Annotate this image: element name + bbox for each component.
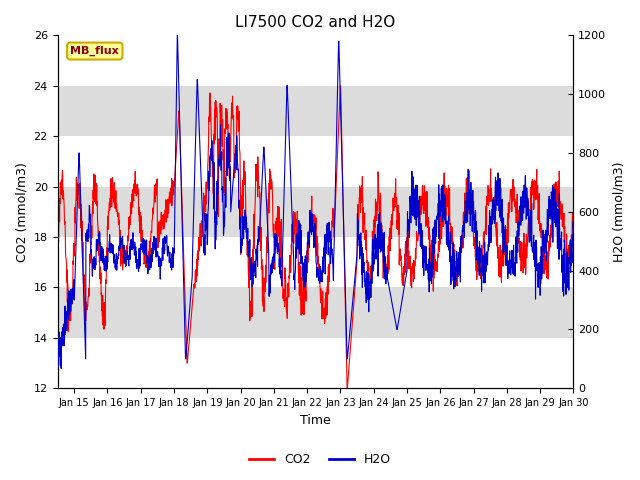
Bar	[58, 237, 573, 288]
Bar	[58, 187, 573, 237]
Title: LI7500 CO2 and H2O: LI7500 CO2 and H2O	[236, 15, 396, 30]
Bar	[58, 36, 573, 86]
Bar	[58, 86, 573, 136]
Text: MB_flux: MB_flux	[70, 46, 119, 56]
Y-axis label: H2O (mmol/m3): H2O (mmol/m3)	[612, 162, 625, 262]
Bar	[58, 288, 573, 338]
Legend: CO2, H2O: CO2, H2O	[244, 448, 396, 471]
X-axis label: Time: Time	[300, 414, 331, 427]
Bar	[58, 136, 573, 187]
Y-axis label: CO2 (mmol/m3): CO2 (mmol/m3)	[15, 162, 28, 262]
Bar	[58, 338, 573, 388]
